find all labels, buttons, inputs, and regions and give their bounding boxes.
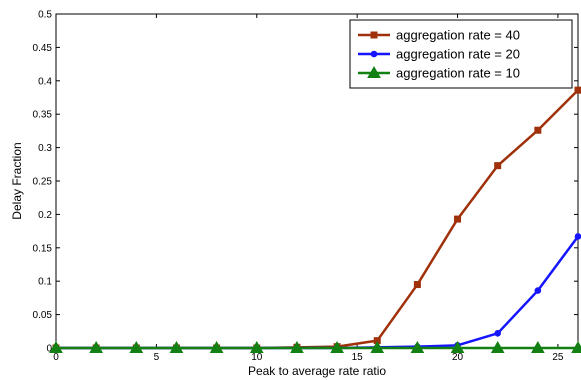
data-point-triangle: [530, 340, 545, 353]
data-point-triangle: [450, 340, 465, 353]
data-point-square: [494, 162, 502, 170]
x-tick-label: 20: [452, 352, 464, 363]
data-point-triangle: [410, 340, 425, 353]
y-tick-label: 0.15: [33, 243, 53, 254]
data-point-triangle: [490, 340, 505, 353]
x-axis-label: Peak to average rate ratio: [248, 364, 386, 378]
data-point-square: [534, 126, 542, 134]
x-tick-label: 10: [251, 352, 263, 363]
data-point-triangle: [249, 340, 264, 353]
axis-ticks: 0 5 10 15 20 25 0 0.05 0.1 0.15 0.2 0.25 0.3 0.35 0.4 0…: [33, 10, 578, 363]
legend-item: aggregation rate = 20: [358, 47, 520, 62]
x-tick-label: 0: [53, 352, 59, 363]
data-point-triangle: [209, 340, 224, 353]
y-tick-label: 0: [46, 344, 52, 355]
data-point-triangle: [129, 340, 144, 353]
legend-item: aggregation rate = 10: [358, 66, 520, 81]
y-tick-label: 0.05: [33, 310, 53, 321]
y-axis-label: Delay Fraction: [10, 142, 24, 219]
x-tick-label: 15: [352, 352, 364, 363]
data-point-square: [574, 86, 581, 94]
y-tick-label: 0.4: [38, 76, 52, 87]
legend-label: aggregation rate = 10: [396, 66, 520, 81]
y-tick-label: 0.35: [33, 110, 53, 121]
data-point-triangle: [571, 340, 581, 353]
series-triangle: [49, 340, 581, 353]
data-point-triangle: [89, 340, 104, 353]
legend-label: aggregation rate = 20: [396, 47, 520, 62]
y-tick-label: 0.2: [38, 210, 52, 221]
data-point-triangle: [49, 340, 63, 353]
y-tick-label: 0.1: [38, 277, 52, 288]
data-point-circle: [534, 287, 542, 294]
data-point-square: [413, 281, 421, 289]
data-point-square: [370, 31, 378, 39]
y-tick-label: 0.5: [38, 10, 52, 21]
data-point-circle: [370, 50, 378, 58]
data-point-circle: [494, 330, 501, 337]
series-layer: [49, 86, 581, 353]
legend: aggregation rate = 40 aggregation rate = …: [349, 19, 573, 89]
data-point-triangle: [370, 340, 385, 353]
data-point-triangle: [169, 340, 184, 353]
x-tick-label: 5: [154, 352, 160, 363]
y-tick-label: 0.25: [33, 177, 53, 188]
legend-label: aggregation rate = 40: [396, 28, 520, 43]
data-point-square: [454, 215, 462, 223]
data-point-triangle: [367, 65, 381, 78]
y-tick-label: 0.3: [38, 143, 52, 154]
legend-item: aggregation rate = 40: [358, 28, 520, 43]
x-tick-label: 25: [552, 352, 564, 363]
data-point-triangle: [290, 340, 304, 353]
data-point-triangle: [330, 340, 344, 353]
data-point-circle: [574, 233, 581, 240]
y-tick-label: 0.45: [33, 43, 53, 54]
